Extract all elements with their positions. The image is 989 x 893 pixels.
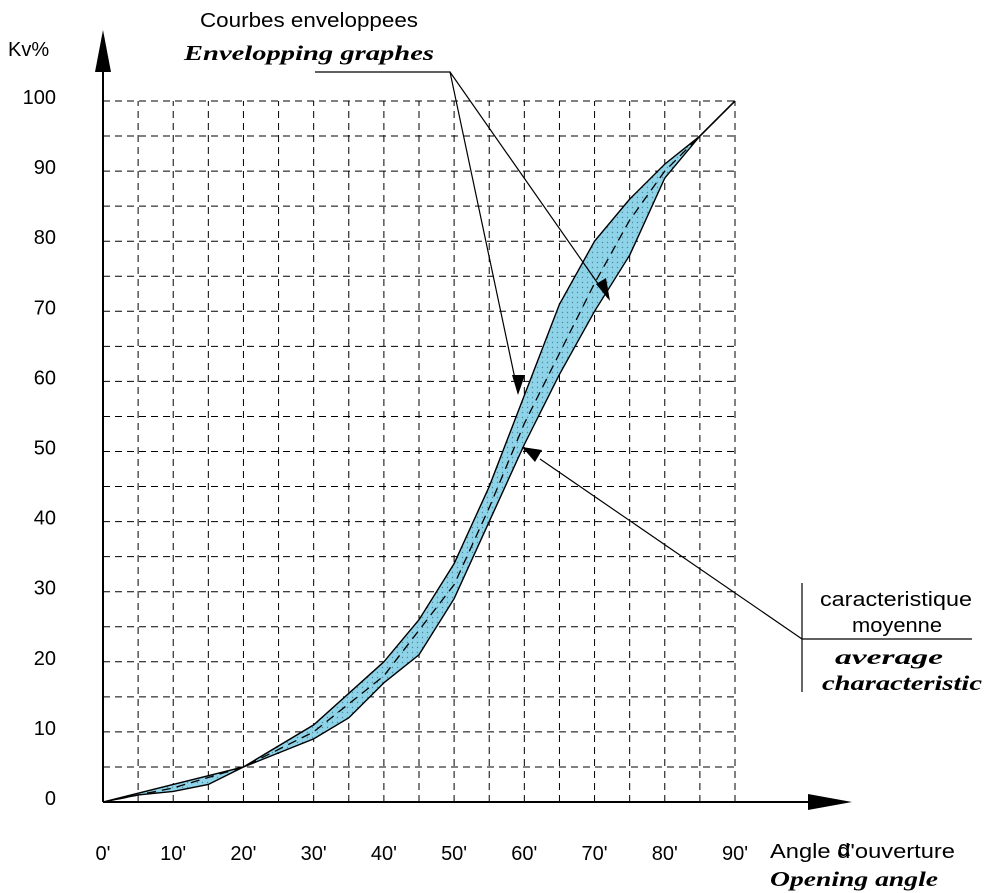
x-tick-label: 60' [511, 843, 537, 865]
x-tick-label: 0' [96, 843, 111, 865]
y-tick-label: 0 [45, 788, 56, 810]
y-axis-arrow [95, 30, 111, 72]
y-tick-label: 40 [34, 508, 56, 530]
envelope-leader-lines [315, 71, 610, 395]
axes [95, 30, 852, 810]
y-tick-label: 70 [34, 297, 56, 319]
envelope-band-stipple [103, 101, 735, 802]
y-tick-label: 30 [34, 578, 56, 600]
series-lower-envelope [102, 100, 736, 803]
x-axis-label-en: Opening angle [770, 867, 938, 891]
series-average [102, 100, 736, 803]
series-upper-envelope [102, 100, 736, 803]
y-tick-label: 60 [34, 367, 56, 389]
x-axis-arrow [808, 794, 852, 810]
y-tick-label: 80 [34, 227, 56, 249]
annotation-envelope-en: Envelopping graphes [183, 41, 434, 65]
y-tick-label: 10 [34, 718, 56, 740]
x-axis-label-fr: Angle d'ouverture [770, 841, 955, 863]
envelope-band [102, 100, 736, 803]
y-tick-label: 20 [34, 648, 56, 670]
annotation-average-fr-1: caracteristique [820, 589, 972, 611]
x-tick-label: 80' [652, 843, 678, 865]
annotation-envelope-fr: Courbes enveloppees [200, 10, 418, 32]
y-axis-label: Kv% [8, 39, 49, 61]
x-axis-symbol: α [838, 836, 851, 861]
y-tick-label: 50 [34, 438, 56, 460]
x-tick-label: 40' [371, 843, 397, 865]
grid [103, 100, 736, 802]
y-tick-label: 100 [23, 87, 56, 109]
x-tick-label: 70' [582, 843, 608, 865]
x-tick-label: 90' [722, 843, 748, 865]
average-annotation [522, 447, 972, 692]
x-tick-label: 30' [301, 843, 327, 865]
annotation-average-en-2: characteristic [822, 671, 983, 695]
annotation-average-en-1: average [835, 645, 943, 669]
annotation-average-fr-2: moyenne [852, 615, 942, 637]
x-tick-label: 10' [160, 843, 186, 865]
x-tick-label: 50' [441, 843, 467, 865]
x-tick-label: 20' [230, 843, 256, 865]
tick-labels: 0' 10' 20' 30' 40' 50' 60' 70' 80' 90' 0 10 20 30 40 50… [23, 87, 748, 865]
y-tick-label: 90 [34, 157, 56, 179]
